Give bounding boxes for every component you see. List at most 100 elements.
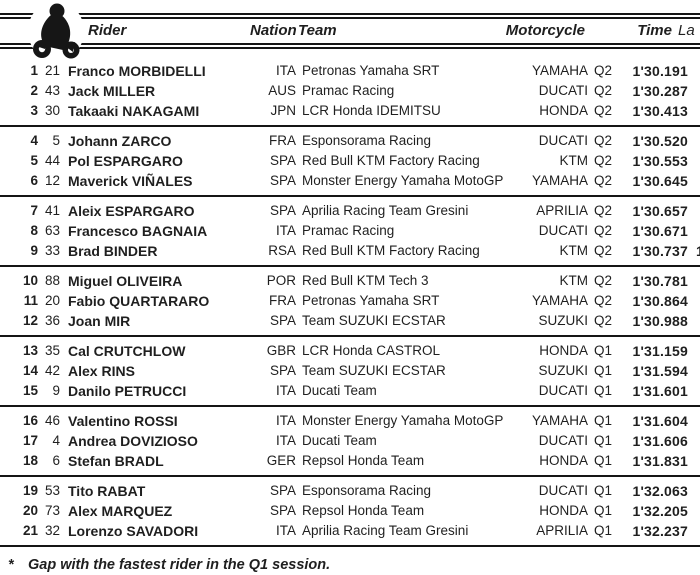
table-row: 11 20 Fabio QUARTARARO FRA Petronas Yama… [0,291,700,311]
lap-time: 1'30.988 [632,313,688,329]
rider-group: 13 35 Cal CRUTCHLOW GBR LCR Honda CASTRO… [0,337,700,407]
session-label: Q1 [593,483,612,498]
team-name: Aprilia Racing Team Gresini [302,523,469,538]
lap-time: 1'30.671 [632,223,688,239]
position: 9 [30,243,38,258]
session-label: Q1 [593,413,612,428]
rider-name: Johann ZARCO [68,133,172,149]
lap-time: 1'30.645 [632,173,688,189]
table-row: 16 46 Valentino ROSSI ITA Monster Energy… [0,411,700,431]
clipped-lap-mark: 1 [696,243,700,259]
motorcycle-make: DUCATI [538,83,588,98]
position: 13 [22,343,38,358]
lap-time: 1'32.063 [632,483,688,499]
nation-code: ITA [276,223,296,238]
session-label: Q2 [593,223,612,238]
session-label: Q2 [593,293,612,308]
nation-code: GER [266,453,296,468]
motorcycle-make: HONDA [539,343,588,358]
session-label: Q1 [593,523,612,538]
nation-code: FRA [269,133,296,148]
rider-name: Tito RABAT [68,483,146,499]
motorcycle-make: DUCATI [538,483,588,498]
lap-time: 1'30.287 [632,83,688,99]
lap-time: 1'32.237 [632,523,688,539]
session-label: Q1 [593,363,612,378]
lap-time: 1'32.205 [632,503,688,519]
table-row: 19 53 Tito RABAT SPA Esponsorama Racing … [0,481,700,501]
table-row: 6 12 Maverick VIÑALES SPA Monster Energy… [0,171,700,191]
rider-name: Fabio QUARTARARO [68,293,210,309]
footnote-text: Gap with the fastest rider in the Q1 ses… [28,557,331,573]
team-name: Ducati Team [302,383,377,398]
motorcycle-make: KTM [559,273,589,288]
footnote-asterisk: * [8,557,14,573]
motorcycle-make: HONDA [539,503,588,518]
lap-time: 1'30.864 [632,293,688,309]
table-row: 7 41 Aleix ESPARGARO SPA Aprilia Racing … [0,201,700,221]
column-header-rider: Rider [88,22,127,39]
rider-name: Stefan BRADL [68,453,164,469]
rider-name: Lorenzo SAVADORI [68,523,199,539]
rider-number: 9 [52,383,60,398]
lap-time: 1'31.604 [632,413,688,429]
session-label: Q2 [593,133,612,148]
motorcycle-make: SUZUKI [538,363,588,378]
nation-code: SPA [269,363,296,378]
nation-code: SPA [269,483,296,498]
lap-time: 1'31.601 [632,383,688,399]
table-row: 10 88 Miguel OLIVEIRA POR Red Bull KTM T… [0,271,700,291]
nation-code: SPA [269,173,296,188]
position: 3 [30,103,38,118]
rider-name: Andrea DOVIZIOSO [68,433,198,449]
rider-number: 46 [44,413,60,428]
session-label: Q2 [593,313,612,328]
rider-group: 16 46 Valentino ROSSI ITA Monster Energy… [0,407,700,477]
motorcycle-rider-icon [28,1,84,61]
session-label: Q2 [593,153,612,168]
nation-code: ITA [276,433,296,448]
nation-code: JPN [270,103,296,118]
team-name: Team SUZUKI ECSTAR [302,313,446,328]
footnote: * Gap with the fastest rider in the Q1 s… [0,556,700,575]
rider-name: Jack MILLER [68,83,156,99]
nation-code: FRA [269,293,296,308]
rider-name: Danilo PETRUCCI [68,383,187,399]
table-row: 18 6 Stefan BRADL GER Repsol Honda Team … [0,451,700,471]
team-name: Repsol Honda Team [302,453,425,468]
table-row: 1 21 Franco MORBIDELLI ITA Petronas Yama… [0,61,700,81]
motorcycle-make: SUZUKI [538,313,588,328]
column-header-team: Team [298,22,337,39]
team-name: LCR Honda IDEMITSU [302,103,441,118]
team-name: Red Bull KTM Factory Racing [302,243,480,258]
rider-name: Francesco BAGNAIA [68,223,208,239]
nation-code: SPA [269,203,296,218]
position: 5 [30,153,38,168]
position: 21 [22,523,38,538]
motorcycle-make: DUCATI [538,223,588,238]
team-name: LCR Honda CASTROL [302,343,441,358]
motorcycle-make: KTM [559,153,589,168]
table-row: 4 5 Johann ZARCO FRA Esponsorama Racing … [0,131,700,151]
column-header-motorcycle: Motorcycle [505,22,585,39]
lap-time: 1'30.191 [632,63,688,79]
table-row: 13 35 Cal CRUTCHLOW GBR LCR Honda CASTRO… [0,341,700,361]
motorcycle-make: APRILIA [536,203,588,218]
nation-code: SPA [269,153,296,168]
nation-code: AUS [268,83,296,98]
rider-number: 44 [44,153,60,168]
table-row: 21 32 Lorenzo SAVADORI ITA Aprilia Racin… [0,521,700,541]
rider-name: Pol ESPARGARO [68,153,183,169]
session-label: Q2 [593,63,612,78]
nation-code: POR [266,273,296,288]
motorcycle-make: YAMAHA [531,293,588,308]
lap-time: 1'30.737 [632,243,688,259]
session-label: Q2 [593,273,612,288]
position: 4 [30,133,38,148]
rider-number: 30 [44,103,60,118]
position: 2 [30,83,38,98]
rider-name: Maverick VIÑALES [68,173,193,189]
session-label: Q2 [593,83,612,98]
lap-time: 1'31.606 [632,433,688,449]
nation-code: ITA [276,523,296,538]
